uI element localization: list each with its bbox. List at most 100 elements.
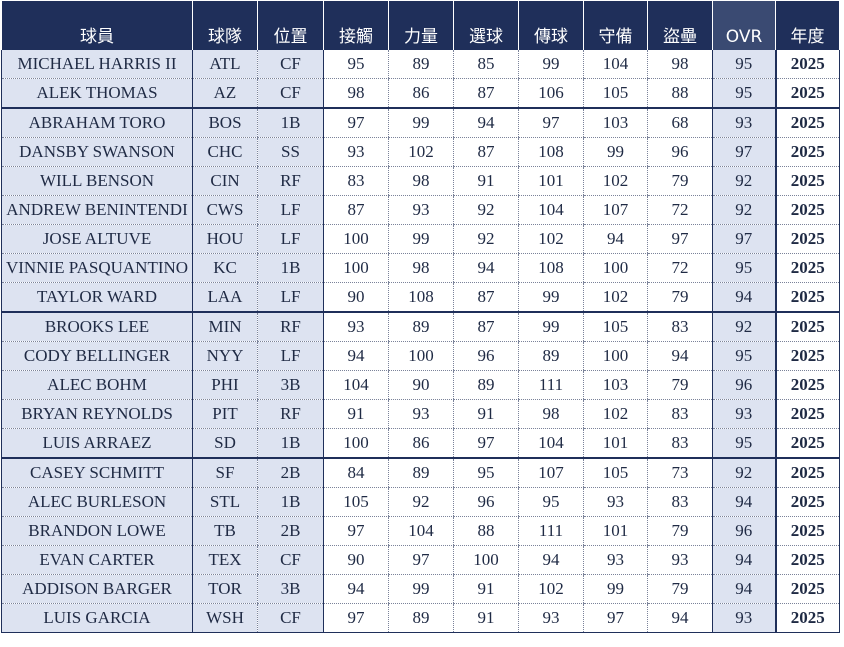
cell-player-name[interactable]: BROOKS LEE — [1, 311, 193, 342]
cell-team[interactable]: WSH — [192, 603, 258, 633]
cell-steal[interactable]: 79 — [647, 282, 713, 313]
cell-position[interactable]: LF — [257, 224, 324, 254]
cell-steal[interactable]: 72 — [647, 195, 713, 225]
cell-power[interactable]: 98 — [388, 253, 454, 283]
cell-eye[interactable]: 97 — [453, 428, 519, 459]
cell-arm[interactable]: 108 — [518, 253, 584, 283]
cell-player-name[interactable]: ALEK THOMAS — [1, 78, 193, 109]
cell-steal[interactable]: 83 — [647, 428, 713, 459]
cell-arm[interactable]: 99 — [518, 311, 584, 342]
cell-contact[interactable]: 90 — [323, 282, 389, 313]
cell-ovr[interactable]: 94 — [712, 282, 776, 313]
cell-steal[interactable]: 98 — [647, 50, 713, 79]
cell-eye[interactable]: 87 — [453, 78, 519, 109]
cell-player-name[interactable]: DANSBY SWANSON — [1, 137, 193, 167]
cell-defense[interactable]: 105 — [583, 311, 648, 342]
cell-year[interactable]: 2025 — [774, 516, 840, 546]
cell-year[interactable]: 2025 — [774, 341, 840, 371]
cell-player-name[interactable]: CASEY SCHMITT — [1, 457, 193, 488]
cell-steal[interactable]: 83 — [647, 487, 713, 517]
cell-player-name[interactable]: WILL BENSON — [1, 166, 193, 196]
cell-ovr[interactable]: 97 — [712, 137, 776, 167]
cell-position[interactable]: CF — [257, 603, 324, 633]
header-arm[interactable]: 傳球 — [518, 1, 584, 50]
cell-steal[interactable]: 97 — [647, 224, 713, 254]
header-position[interactable]: 位置 — [257, 1, 324, 50]
cell-year[interactable]: 2025 — [774, 166, 840, 196]
cell-eye[interactable]: 94 — [453, 253, 519, 283]
cell-steal[interactable]: 94 — [647, 341, 713, 371]
cell-position[interactable]: 2B — [257, 457, 324, 488]
cell-player-name[interactable]: BRYAN REYNOLDS — [1, 399, 193, 429]
cell-eye[interactable]: 91 — [453, 166, 519, 196]
cell-eye[interactable]: 91 — [453, 399, 519, 429]
cell-contact[interactable]: 100 — [323, 224, 389, 254]
cell-eye[interactable]: 87 — [453, 311, 519, 342]
header-power[interactable]: 力量 — [388, 1, 454, 50]
cell-position[interactable]: RF — [257, 399, 324, 429]
cell-position[interactable]: SS — [257, 137, 324, 167]
cell-defense[interactable]: 93 — [583, 487, 648, 517]
cell-arm[interactable]: 95 — [518, 487, 584, 517]
cell-contact[interactable]: 98 — [323, 78, 389, 109]
cell-steal[interactable]: 96 — [647, 137, 713, 167]
cell-year[interactable]: 2025 — [774, 399, 840, 429]
cell-steal[interactable]: 72 — [647, 253, 713, 283]
cell-defense[interactable]: 99 — [583, 574, 648, 604]
cell-power[interactable]: 89 — [388, 603, 454, 633]
cell-defense[interactable]: 100 — [583, 253, 648, 283]
cell-team[interactable]: MIN — [192, 311, 258, 342]
header-year[interactable]: 年度 — [775, 1, 840, 50]
cell-ovr[interactable]: 92 — [712, 311, 776, 342]
cell-arm[interactable]: 104 — [518, 195, 584, 225]
cell-arm[interactable]: 89 — [518, 341, 584, 371]
cell-year[interactable]: 2025 — [774, 574, 840, 604]
cell-year[interactable]: 2025 — [774, 282, 840, 313]
cell-contact[interactable]: 104 — [323, 370, 389, 400]
cell-player-name[interactable]: MICHAEL HARRIS II — [1, 50, 193, 79]
cell-arm[interactable]: 106 — [518, 78, 584, 109]
cell-year[interactable]: 2025 — [774, 370, 840, 400]
cell-team[interactable]: TB — [192, 516, 258, 546]
cell-power[interactable]: 89 — [388, 457, 454, 488]
cell-eye[interactable]: 94 — [453, 107, 519, 138]
cell-position[interactable]: RF — [257, 166, 324, 196]
cell-arm[interactable]: 102 — [518, 574, 584, 604]
cell-team[interactable]: PHI — [192, 370, 258, 400]
cell-position[interactable]: 3B — [257, 370, 324, 400]
cell-contact[interactable]: 94 — [323, 341, 389, 371]
cell-position[interactable]: LF — [257, 341, 324, 371]
cell-team[interactable]: PIT — [192, 399, 258, 429]
cell-position[interactable]: CF — [257, 545, 324, 575]
cell-contact[interactable]: 97 — [323, 603, 389, 633]
cell-power[interactable]: 99 — [388, 574, 454, 604]
cell-defense[interactable]: 101 — [583, 428, 648, 459]
cell-arm[interactable]: 98 — [518, 399, 584, 429]
cell-position[interactable]: 1B — [257, 487, 324, 517]
cell-contact[interactable]: 95 — [323, 50, 389, 79]
cell-ovr[interactable]: 94 — [712, 574, 776, 604]
cell-ovr[interactable]: 94 — [712, 487, 776, 517]
cell-year[interactable]: 2025 — [774, 50, 840, 79]
cell-ovr[interactable]: 92 — [712, 166, 776, 196]
cell-arm[interactable]: 101 — [518, 166, 584, 196]
cell-steal[interactable]: 79 — [647, 166, 713, 196]
cell-eye[interactable]: 96 — [453, 487, 519, 517]
cell-team[interactable]: ATL — [192, 50, 258, 79]
cell-team[interactable]: BOS — [192, 107, 258, 138]
cell-arm[interactable]: 111 — [518, 516, 584, 546]
cell-team[interactable]: KC — [192, 253, 258, 283]
cell-player-name[interactable]: BRANDON LOWE — [1, 516, 193, 546]
cell-position[interactable]: 1B — [257, 428, 324, 459]
cell-position[interactable]: LF — [257, 282, 324, 313]
cell-contact[interactable]: 93 — [323, 137, 389, 167]
cell-contact[interactable]: 94 — [323, 574, 389, 604]
cell-steal[interactable]: 79 — [647, 574, 713, 604]
header-steal[interactable]: 盜壘 — [647, 1, 713, 50]
cell-arm[interactable]: 108 — [518, 137, 584, 167]
cell-contact[interactable]: 91 — [323, 399, 389, 429]
cell-contact[interactable]: 97 — [323, 107, 389, 138]
cell-year[interactable]: 2025 — [774, 253, 840, 283]
cell-ovr[interactable]: 95 — [712, 341, 776, 371]
cell-arm[interactable]: 99 — [518, 282, 584, 313]
